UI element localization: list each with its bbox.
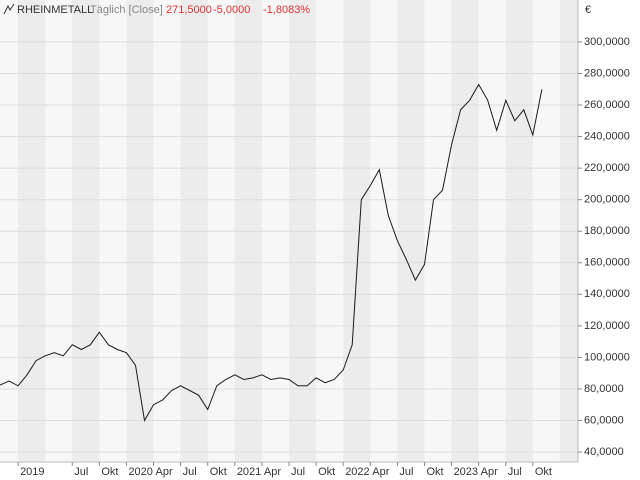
y-tick-label: 280,0000: [584, 67, 630, 79]
x-tick-label: Okt: [426, 466, 443, 478]
x-tick-label: 2022: [345, 466, 369, 478]
x-tick-label: Okt: [318, 466, 335, 478]
chart-subtitle: Täglich [Close]: [90, 4, 163, 16]
x-tick-label: 2019: [20, 466, 44, 478]
y-tick-label: 220,0000: [584, 162, 630, 174]
price-line: [0, 83, 543, 422]
x-tick-label: Apr: [481, 466, 498, 478]
chart-title: RHEINMETALL: [17, 4, 93, 16]
y-tick-label: 140,0000: [584, 288, 630, 300]
y-tick-label: 200,0000: [584, 194, 630, 206]
quote-change-pct: -1,8083%: [263, 4, 310, 16]
y-tick-label: 180,0000: [584, 225, 630, 237]
x-tick-label: 2021: [237, 466, 261, 478]
x-tick-label: Okt: [535, 466, 552, 478]
x-tick-label: Jul: [74, 466, 88, 478]
x-tick-label: Okt: [210, 466, 227, 478]
y-tick-label: 160,0000: [584, 257, 630, 269]
y-tick-label: 40,0000: [584, 446, 624, 458]
x-tick-label: Okt: [101, 466, 118, 478]
y-tick-label: 80,0000: [584, 383, 624, 395]
x-tick-label: Apr: [156, 466, 173, 478]
x-tick-label: Apr: [264, 466, 281, 478]
y-tick-label: 260,0000: [584, 99, 630, 111]
x-tick-label: Jul: [508, 466, 522, 478]
x-tick-label: 2020: [128, 466, 152, 478]
y-tick-label: 300,0000: [584, 36, 630, 48]
x-tick-label: Jul: [291, 466, 305, 478]
y-tick-label: 120,0000: [584, 320, 630, 332]
y-tick-label: 100,0000: [584, 351, 630, 363]
x-tick-label: Jul: [399, 466, 413, 478]
quote-change: -5,0000: [213, 4, 250, 16]
line-icon: [3, 3, 15, 15]
x-tick-label: 2023: [454, 466, 478, 478]
y-tick-label: 240,0000: [584, 131, 630, 143]
y-tick-label: 60,0000: [584, 414, 624, 426]
quote-last: 271,5000: [166, 4, 212, 16]
x-tick-label: Jul: [183, 466, 197, 478]
y-unit: €: [585, 4, 591, 16]
x-tick-label: Apr: [372, 466, 389, 478]
